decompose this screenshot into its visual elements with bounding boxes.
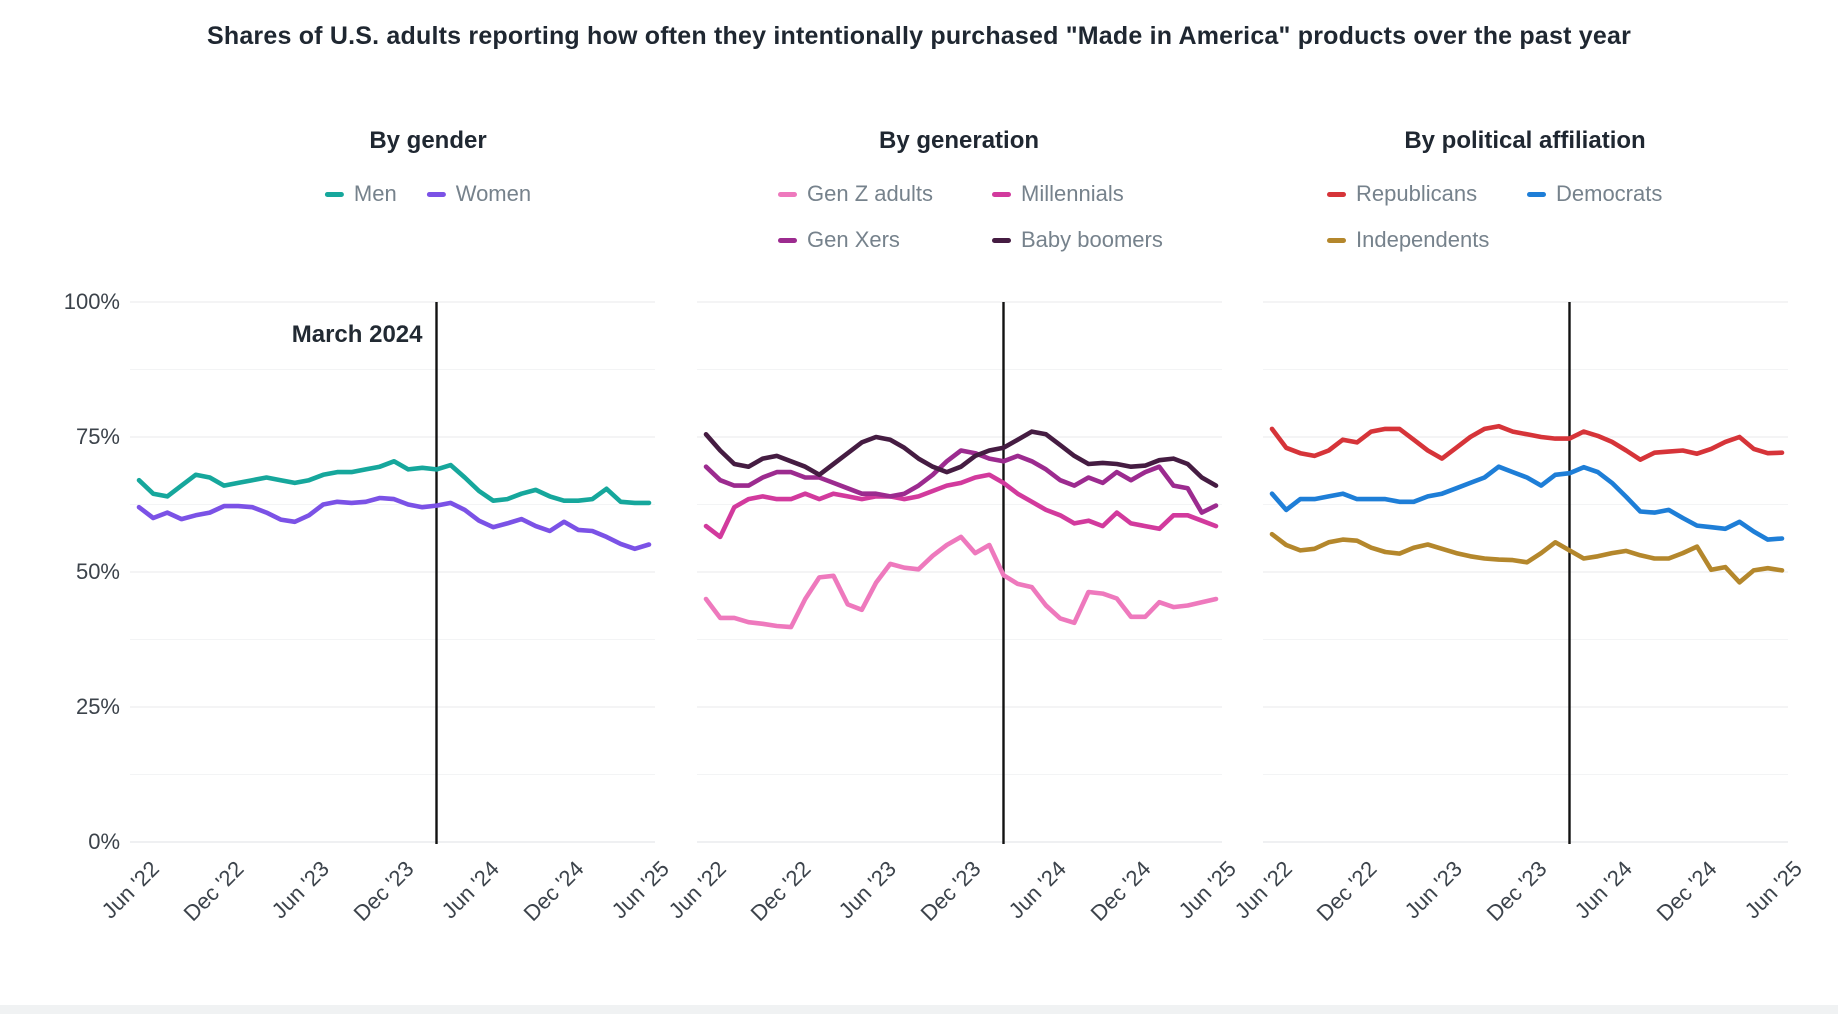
y-tick-label: 100% xyxy=(63,289,120,314)
gen-xers-legend-swatch xyxy=(778,237,797,243)
baby-boomers-legend-swatch xyxy=(992,237,1011,243)
baby-boomers-legend-label: Baby boomers xyxy=(1021,227,1163,252)
republicans-legend-swatch xyxy=(1327,191,1346,197)
line-women xyxy=(136,495,652,552)
women-legend-swatch xyxy=(426,191,446,197)
legend-item-men: Men xyxy=(324,181,397,207)
line-republicans xyxy=(1269,423,1785,463)
legend-item-independents: Independents xyxy=(1327,227,1527,253)
democrats-legend-swatch xyxy=(1527,191,1546,197)
y-tick-label: 75% xyxy=(75,424,120,449)
line-baby-boomers xyxy=(703,429,1219,488)
gen-z-adults-legend-label: Gen Z adults xyxy=(807,181,933,206)
line-gen-z-adults xyxy=(703,534,1219,630)
legend-item-gen-z-adults: Gen Z adults xyxy=(778,181,992,207)
independents-legend-label: Independents xyxy=(1356,227,1490,252)
annotation-march-2024: March 2024 xyxy=(291,321,423,348)
page-title: Shares of U.S. adults reporting how ofte… xyxy=(206,22,1632,50)
millennials-legend-label: Millennials xyxy=(1021,181,1124,206)
bottom-divider xyxy=(0,1005,1838,1014)
legend-item-women: Women xyxy=(426,181,532,207)
gen-z-adults-legend-swatch xyxy=(778,191,797,197)
democrats-legend-label: Democrats xyxy=(1556,181,1663,206)
panel-title-gender: By gender xyxy=(369,127,487,154)
line-men xyxy=(136,458,652,506)
legend-political: Republicans Democrats Independents xyxy=(1327,180,1662,272)
y-tick-label: 50% xyxy=(75,559,120,584)
legend-item-democrats: Democrats xyxy=(1527,181,1662,207)
men-legend-label: Men xyxy=(353,181,397,206)
millennials-legend-swatch xyxy=(992,191,1011,197)
legend-gender: Men Women xyxy=(324,180,532,226)
legend-item-millennials: Millennials xyxy=(992,181,1124,207)
independents-legend-swatch xyxy=(1327,237,1346,243)
line-independents xyxy=(1269,531,1785,585)
republicans-legend-label: Republicans xyxy=(1356,181,1478,206)
line-democrats xyxy=(1269,464,1785,542)
legend-item-gen-xers: Gen Xers xyxy=(778,227,992,253)
legend-generation: Gen Z adults Millennials Gen Xers Baby boom… xyxy=(778,180,1163,272)
line-millennials xyxy=(703,472,1219,540)
panel-title-generation: By generation xyxy=(878,127,1040,154)
line-gen-xers xyxy=(703,448,1219,515)
men-legend-swatch xyxy=(324,191,344,197)
y-tick-label: 25% xyxy=(75,694,120,719)
panel-title-political: By political affiliation xyxy=(1404,127,1646,154)
legend-item-baby-boomers: Baby boomers xyxy=(992,227,1163,253)
legend-item-republicans: Republicans xyxy=(1327,181,1527,207)
gen-xers-legend-label: Gen Xers xyxy=(807,227,900,252)
women-legend-label: Women xyxy=(455,181,532,206)
y-tick-label: 0% xyxy=(88,829,120,854)
